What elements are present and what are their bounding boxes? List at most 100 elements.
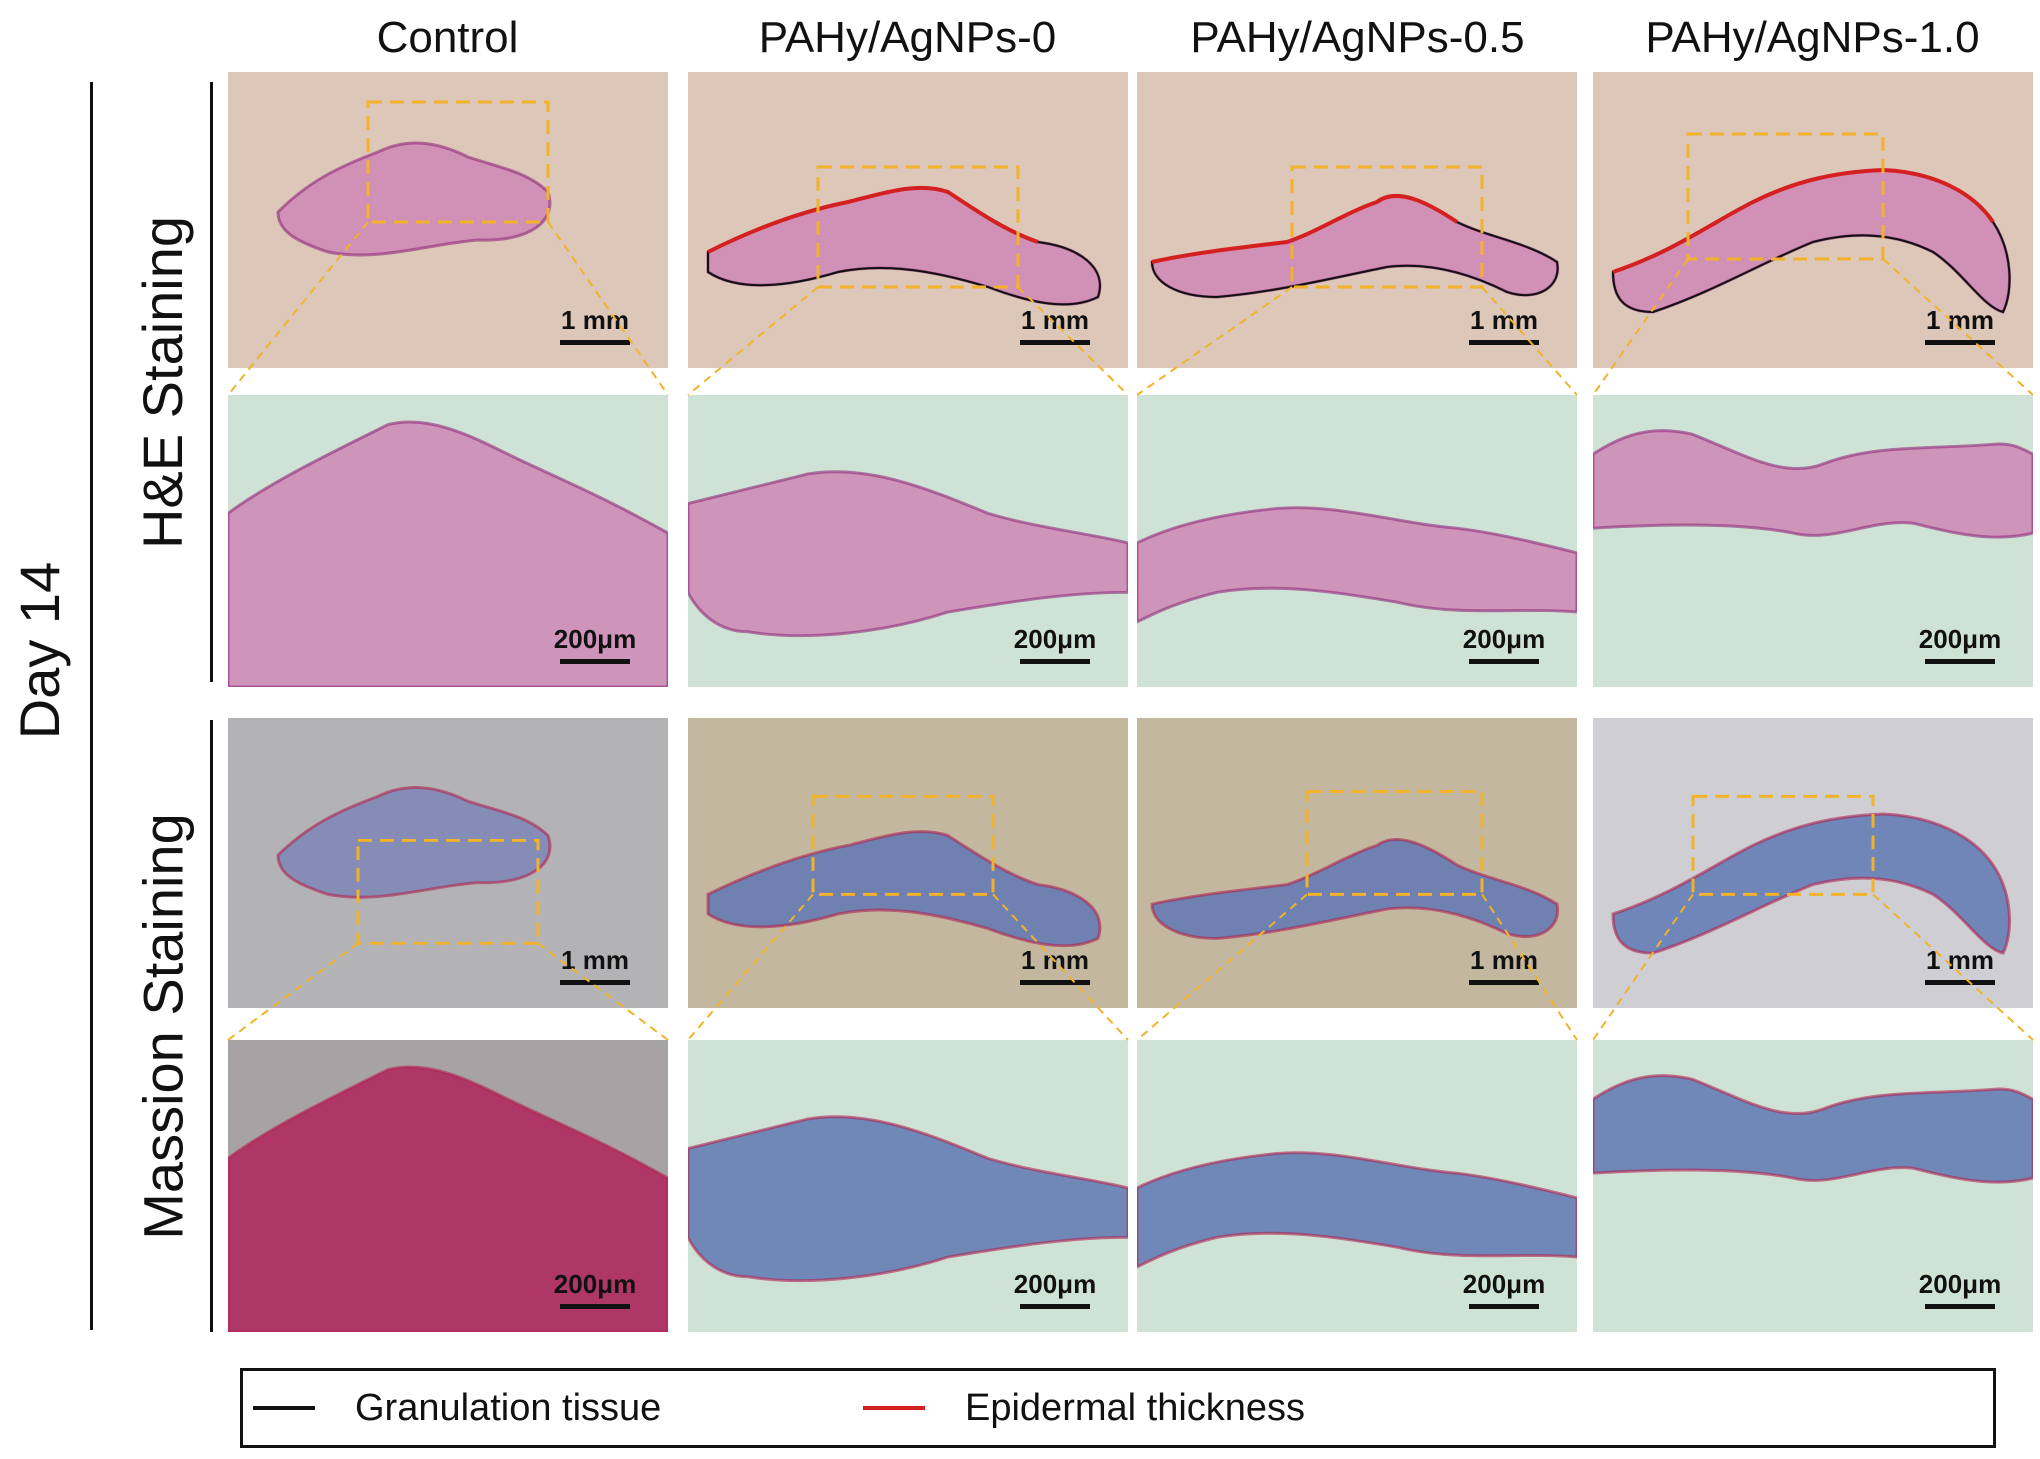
- panel-masson-zoom-pahy-0-5: 200μm: [1137, 1040, 1577, 1332]
- row-label-masson: Massion Staining: [131, 812, 195, 1240]
- scale-bar: 200μm: [530, 623, 660, 681]
- scale-bar-label: 1 mm: [1926, 305, 1994, 335]
- legend-box: Granulation tissue Epidermal thickness: [240, 1368, 1996, 1448]
- scale-bar-label: 200μm: [1462, 624, 1546, 654]
- scale-bar: 200μm: [1439, 623, 1569, 681]
- panel-masson-overview-pahy-1-0: 1 mm: [1593, 718, 2033, 1008]
- tissue-section: [1593, 1075, 2033, 1183]
- tissue-section: [1593, 430, 2033, 538]
- scale-bar-label: 200μm: [1013, 1269, 1097, 1299]
- panel-masson-overview-pahy-0: 1 mm: [688, 718, 1128, 1008]
- tissue-section: [1613, 814, 2010, 954]
- tissue-edge: [276, 786, 552, 899]
- epidermal-trace: [707, 185, 1039, 254]
- legend-label-epidermal: Epidermal thickness: [965, 1386, 1306, 1429]
- selection-box: [1686, 132, 1885, 261]
- scale-bar-label: 1 mm: [1021, 305, 1089, 335]
- scale-bar-line: [1925, 340, 1995, 345]
- tissue-section: [228, 1066, 668, 1332]
- scale-bar: 200μm: [1895, 1268, 2025, 1326]
- scale-bar: 1 mm: [1895, 944, 2025, 1002]
- scale-bar-line: [1925, 980, 1995, 985]
- scale-bar-line: [560, 340, 630, 345]
- epidermal-trace: [1151, 193, 1459, 264]
- scale-bar-label: 1 mm: [1021, 945, 1089, 975]
- tissue-edge: [688, 470, 1128, 638]
- scale-bar-line: [1469, 980, 1539, 985]
- column-header-pahy-0-5: PAHy/AgNPs-0.5: [1190, 13, 1525, 62]
- panel-masson-zoom-pahy-0: 200μm: [688, 1040, 1128, 1332]
- scale-bar-label: 200μm: [553, 624, 637, 654]
- column-header-control: Control: [376, 13, 519, 62]
- selection-box: [1691, 794, 1875, 896]
- scale-bar-label: 1 mm: [1470, 945, 1538, 975]
- scale-bar-line: [1925, 1304, 1995, 1309]
- scale-bar-label: 1 mm: [1926, 945, 1994, 975]
- tissue-section-image: [1593, 1074, 2033, 1184]
- tissue-section: [228, 421, 668, 687]
- tissue-edge: [228, 420, 668, 687]
- tissue-section: [278, 787, 550, 898]
- panel-he-zoom-control: 200μm: [228, 395, 668, 687]
- tissue-edge: [1137, 1151, 1577, 1269]
- selection-box: [1305, 790, 1484, 896]
- tissue-edge: [1593, 1074, 2033, 1184]
- panel-he-overview-pahy-1-0: 1 mm: [1593, 72, 2033, 368]
- scale-bar-line: [560, 659, 630, 664]
- legend-swatch-epidermal: [863, 1406, 925, 1410]
- scale-bar-line: [1020, 340, 1090, 345]
- tissue-section-image: [228, 1065, 668, 1332]
- scale-bar: 1 mm: [530, 944, 660, 1002]
- scale-bar-line: [1020, 659, 1090, 664]
- scale-bar: 200μm: [1895, 623, 2025, 681]
- scale-bar: 1 mm: [1439, 944, 1569, 1002]
- scale-bar: 1 mm: [530, 304, 660, 362]
- legend-item-granulation: Granulation tissue: [253, 1371, 661, 1445]
- selection-box: [811, 794, 995, 896]
- legend-swatch-granulation: [253, 1406, 315, 1410]
- scale-bar-label: 200μm: [1918, 624, 2002, 654]
- panel-he-zoom-pahy-0: 200μm: [688, 395, 1128, 687]
- row-label-he: H&E Staining: [131, 215, 195, 549]
- selection-box: [1290, 165, 1484, 289]
- column-header-pahy-0: PAHy/AgNPs-0: [758, 13, 1057, 62]
- panel-he-overview-control: 1 mm: [228, 72, 668, 368]
- tissue-section: [688, 471, 1128, 636]
- scale-bar-line: [1020, 980, 1090, 985]
- scale-bar-label: 200μm: [1013, 624, 1097, 654]
- selection-box: [366, 100, 550, 224]
- scale-bar-line: [1020, 1304, 1090, 1309]
- panel-masson-overview-control: 1 mm: [228, 718, 668, 1008]
- panel-masson-zoom-control: 200μm: [228, 1040, 668, 1332]
- tissue-section-image: [276, 786, 552, 945]
- tissue-section-image: [228, 420, 668, 687]
- tissue-edge: [1593, 429, 2033, 539]
- panel-he-overview-pahy-0-5: 1 mm: [1137, 72, 1577, 368]
- scale-bar-label: 1 mm: [1470, 305, 1538, 335]
- column-header-pahy-1-0: PAHy/AgNPs-1.0: [1645, 13, 1980, 62]
- scale-bar: 1 mm: [990, 944, 1120, 1002]
- scale-bar-label: 1 mm: [561, 945, 629, 975]
- panel-masson-overview-pahy-0-5: 1 mm: [1137, 718, 1577, 1008]
- scale-bar-line: [1469, 659, 1539, 664]
- tissue-section: [708, 831, 1100, 946]
- tissue-section: [1137, 1152, 1577, 1267]
- scale-bar-line: [1469, 1304, 1539, 1309]
- tissue-edge: [228, 1065, 668, 1332]
- selection-box: [356, 838, 540, 945]
- selection-box: [816, 165, 1020, 289]
- scale-bar-label: 1 mm: [561, 305, 629, 335]
- scale-bar: 1 mm: [990, 304, 1120, 362]
- scale-bar-line: [1469, 340, 1539, 345]
- tissue-section: [688, 1116, 1128, 1281]
- tissue-section: [1613, 170, 2010, 312]
- scale-bar-label: 200μm: [553, 1269, 637, 1299]
- tissue-section-image: [688, 470, 1128, 638]
- scale-bar-label: 200μm: [1918, 1269, 2002, 1299]
- row-bracket-he: [210, 82, 213, 682]
- scale-bar: 200μm: [990, 1268, 1120, 1326]
- tissue-section-image: [1137, 1151, 1577, 1269]
- tissue-section-image: [1137, 506, 1577, 624]
- scale-bar: 1 mm: [1895, 304, 2025, 362]
- panel-he-zoom-pahy-0-5: 200μm: [1137, 395, 1577, 687]
